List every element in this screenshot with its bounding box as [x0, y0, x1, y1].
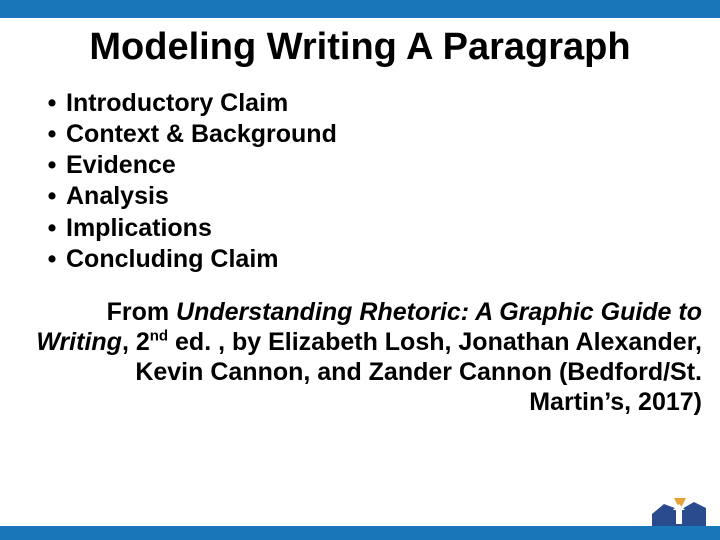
- slide-title: Modeling Writing A Paragraph: [0, 18, 720, 88]
- citation-after-title: , 2: [122, 328, 150, 356]
- bullet-dot-icon: •: [38, 213, 66, 244]
- list-item: • Context & Background: [38, 119, 720, 150]
- top-accent-bar: [0, 0, 720, 18]
- citation-text: From Understanding Rhetoric: A Graphic G…: [0, 275, 720, 417]
- list-item: • Introductory Claim: [38, 88, 720, 119]
- bullet-text: Introductory Claim: [66, 88, 288, 119]
- citation-ordinal-sup: nd: [150, 328, 168, 345]
- bullet-dot-icon: •: [38, 244, 66, 275]
- citation-lead: From: [107, 298, 176, 326]
- citation-rest: ed. , by Elizabeth Losh, Jonathan Alexan…: [135, 328, 702, 416]
- bullet-text: Context & Background: [66, 119, 337, 150]
- list-item: • Implications: [38, 213, 720, 244]
- bullet-dot-icon: •: [38, 88, 66, 119]
- list-item: • Concluding Claim: [38, 244, 720, 275]
- bottom-accent-bar: [0, 526, 720, 540]
- bullet-text: Evidence: [66, 150, 176, 181]
- bullet-list: • Introductory Claim • Context & Backgro…: [0, 88, 720, 276]
- bullet-dot-icon: •: [38, 150, 66, 181]
- bullet-dot-icon: •: [38, 181, 66, 212]
- bullet-dot-icon: •: [38, 119, 66, 150]
- list-item: • Evidence: [38, 150, 720, 181]
- list-item: • Analysis: [38, 181, 720, 212]
- bullet-text: Analysis: [66, 181, 169, 212]
- bullet-text: Concluding Claim: [66, 244, 279, 275]
- bullet-text: Implications: [66, 213, 212, 244]
